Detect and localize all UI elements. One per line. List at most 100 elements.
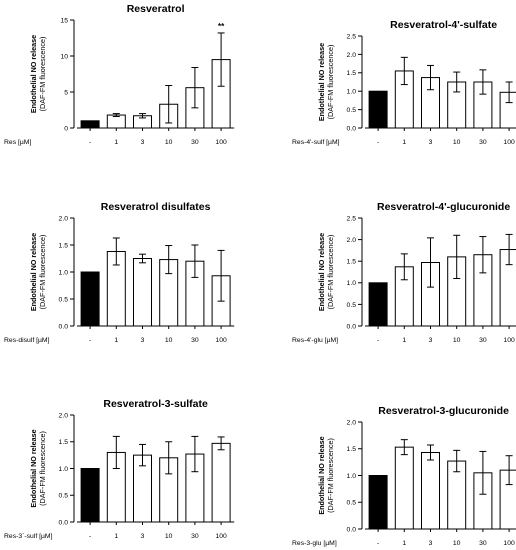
y-tick-label: 1.5 bbox=[347, 259, 357, 266]
bar bbox=[421, 451, 440, 530]
x-tick-label: 1 bbox=[402, 139, 406, 146]
chart-title: Resveratrol-3-sulfate bbox=[103, 398, 208, 410]
y-axis-label: Endothelial NO release bbox=[29, 429, 38, 507]
chart-panel: Resveratrol 0 5 10 15 Endothelial NO release(… bbox=[4, 3, 235, 146]
y-tick-label: 0.5 bbox=[59, 493, 69, 500]
y-axis-sublabel: (DAF-FM fluorescence) bbox=[326, 45, 335, 120]
x-tick-label: 1 bbox=[114, 533, 118, 540]
y-tick-label: 0.0 bbox=[347, 125, 357, 132]
bar bbox=[133, 258, 152, 327]
y-tick-label: 1.5 bbox=[347, 70, 357, 77]
x-tick-label: 30 bbox=[479, 139, 487, 146]
y-tick-label: 1.0 bbox=[59, 466, 69, 473]
x-tick-label: 10 bbox=[165, 139, 173, 146]
y-tick-label: 1.5 bbox=[347, 446, 357, 453]
chart-panel: Resveratrol-3-glucuronide 0.0 0.5 1.0 1.5 2.0… bbox=[292, 405, 516, 547]
y-tick-label: 2.0 bbox=[59, 215, 69, 222]
bar bbox=[80, 120, 100, 129]
x-tick-label: 30 bbox=[479, 337, 487, 344]
x-tick-label: 100 bbox=[503, 337, 515, 344]
x-tick-label: 10 bbox=[453, 139, 461, 146]
y-axis-sublabel: (DAF-FM fluorescence) bbox=[38, 235, 47, 310]
x-tick-label: 1 bbox=[402, 540, 406, 547]
bar bbox=[499, 249, 516, 327]
x-tick-label: 30 bbox=[191, 337, 199, 344]
x-axis-label: Res-4'-sulf [µM] bbox=[292, 139, 340, 146]
x-tick-label: 3 bbox=[141, 139, 145, 146]
bar bbox=[368, 475, 388, 530]
y-axis-sublabel: (DAF-FM fluorescence) bbox=[38, 37, 47, 112]
chart-title: Resveratrol-4'-sulfate bbox=[390, 19, 497, 31]
x-tick-label: 3 bbox=[141, 337, 145, 344]
chart-panel: Resveratrol-4'-glucuronide 0.0 0.5 1.0 1.5 2.… bbox=[292, 201, 516, 344]
x-tick-label: 3 bbox=[429, 337, 433, 344]
x-tick-label: 1 bbox=[114, 337, 118, 344]
x-tick-label: - bbox=[377, 337, 379, 344]
x-tick-label: 1 bbox=[114, 139, 118, 146]
x-tick-label: 10 bbox=[453, 540, 461, 547]
y-tick-label: 0.0 bbox=[347, 526, 357, 533]
y-tick-label: 0.5 bbox=[59, 296, 69, 303]
x-tick-label: 30 bbox=[479, 540, 487, 547]
x-tick-label: 1 bbox=[402, 337, 406, 344]
y-tick-label: 0.0 bbox=[59, 323, 69, 330]
bar bbox=[499, 469, 516, 530]
y-tick-label: 1.0 bbox=[347, 280, 357, 287]
y-tick-label: 0 bbox=[64, 125, 68, 132]
x-tick-label: 3 bbox=[429, 139, 433, 146]
x-tick-label: 100 bbox=[215, 139, 227, 146]
bar bbox=[211, 442, 231, 523]
y-axis-sublabel: (DAF-FM fluorescence) bbox=[326, 235, 335, 310]
y-axis-label: Endothelial NO release bbox=[29, 233, 38, 311]
y-tick-label: 2.0 bbox=[347, 419, 357, 426]
chart-title: Resveratrol-4'-glucuronide bbox=[377, 201, 510, 213]
y-tick-label: 0.5 bbox=[347, 107, 357, 114]
x-tick-label: 30 bbox=[191, 533, 199, 540]
x-tick-label: - bbox=[89, 533, 91, 540]
y-tick-label: 1.5 bbox=[59, 439, 69, 446]
x-tick-label: 3 bbox=[429, 540, 433, 547]
chart-panel: Resveratrol-3-sulfate 0.0 0.5 1.0 1.5 2.0 Endo… bbox=[4, 398, 235, 540]
x-tick-label: - bbox=[377, 139, 379, 146]
x-tick-label: - bbox=[89, 337, 91, 344]
y-tick-label: 2.0 bbox=[347, 237, 357, 244]
chart-title: Resveratrol bbox=[127, 3, 185, 15]
x-tick-label: 100 bbox=[215, 337, 227, 344]
x-tick-label: 10 bbox=[165, 533, 173, 540]
x-tick-label: 100 bbox=[503, 139, 515, 146]
y-tick-label: 0.5 bbox=[347, 302, 357, 309]
x-axis-label: Res-3`-sulf [µM] bbox=[4, 533, 53, 540]
bar bbox=[394, 446, 414, 530]
x-axis-label: Res-3-glu [µM] bbox=[292, 540, 337, 547]
y-axis-sublabel: (DAF-FM fluorescence) bbox=[38, 431, 47, 506]
y-tick-label: 15 bbox=[60, 17, 68, 24]
x-tick-label: 10 bbox=[453, 337, 461, 344]
x-tick-label: 100 bbox=[215, 533, 227, 540]
y-tick-label: 10 bbox=[60, 53, 68, 60]
bar bbox=[368, 282, 388, 327]
y-tick-label: 2.5 bbox=[347, 33, 357, 40]
bar bbox=[368, 90, 388, 129]
bar bbox=[106, 114, 126, 129]
x-tick-label: - bbox=[377, 540, 379, 547]
bar bbox=[80, 468, 100, 523]
x-axis-label: Res [µM] bbox=[4, 139, 31, 146]
x-tick-label: 100 bbox=[503, 540, 515, 547]
bar bbox=[80, 271, 100, 327]
y-tick-label: 0.0 bbox=[347, 323, 357, 330]
y-tick-label: 1.0 bbox=[59, 269, 69, 276]
y-tick-label: 1.0 bbox=[347, 473, 357, 480]
chart-title: Resveratrol disulfates bbox=[101, 201, 211, 213]
y-axis-label: Endothelial NO release bbox=[317, 43, 326, 121]
x-tick-label: 30 bbox=[191, 139, 199, 146]
y-tick-label: 1.0 bbox=[347, 89, 357, 96]
x-axis-label: Res-4'-glu [µM] bbox=[292, 337, 338, 344]
y-tick-label: 2.5 bbox=[347, 215, 357, 222]
chart-panel: Resveratrol-4'-sulfate 0.0 0.5 1.0 1.5 2.0 2.5… bbox=[292, 19, 516, 146]
x-axis-label: Res-disulf [µM] bbox=[4, 337, 50, 344]
y-tick-label: 0.5 bbox=[347, 500, 357, 507]
chart-title: Resveratrol-3-glucuronide bbox=[378, 405, 509, 417]
y-tick-label: 5 bbox=[64, 89, 68, 96]
x-tick-label: 3 bbox=[141, 533, 145, 540]
